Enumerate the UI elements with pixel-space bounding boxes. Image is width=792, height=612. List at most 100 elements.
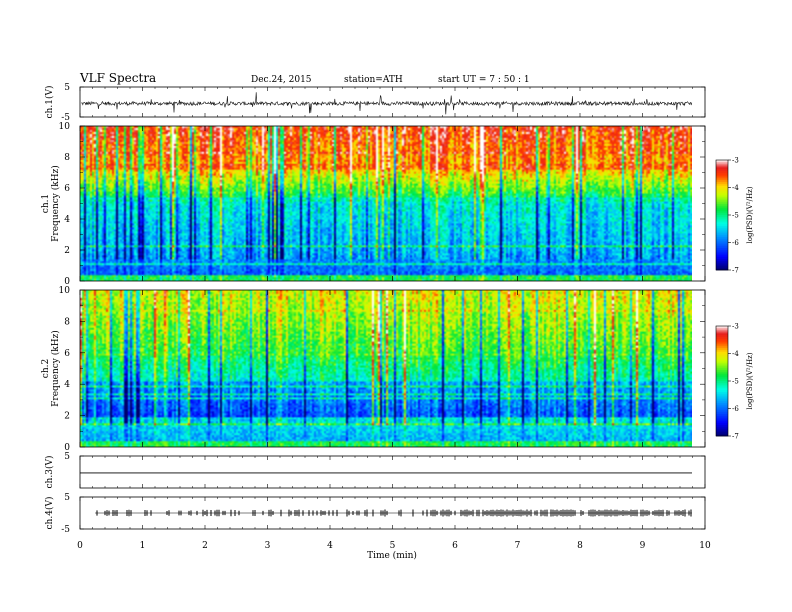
- ch2-spectrogram-colorbar-cell: [716, 382, 728, 386]
- ch1-spectrogram-ylabel-channel: ch.1: [41, 194, 51, 213]
- ch1-spectrogram-colorbar-cell: [716, 204, 728, 207]
- ch1-spectrogram-colorbar-cell: [716, 178, 728, 181]
- ch1-waveform-ytick-label: -5: [61, 113, 70, 123]
- x-tick-label: 1: [140, 541, 146, 551]
- ch1-spectrogram-colorbar-cell: [716, 209, 728, 212]
- x-tick-label: 0: [77, 541, 83, 551]
- ch1-spectrogram-ytick-label: 4: [64, 215, 70, 225]
- ch2-spectrogram-ytick-label: 6: [64, 349, 70, 359]
- ch2-spectrogram-panel: 0 2 4 6 8 10 ch.2 Frequency (kHz): [41, 286, 706, 453]
- ch1-spectrogram-colorbar-cell: [716, 224, 728, 227]
- x-tick-label: 8: [577, 541, 583, 551]
- ch1-spectrogram-colorbar-tick-label: -4: [732, 184, 739, 192]
- ch1-spectrogram-colorbar-cell: [716, 229, 728, 232]
- ch1-spectrogram-colorbar-tick-label: -7: [732, 267, 739, 275]
- ch1-spectrogram-colorbar-cell: [716, 160, 728, 163]
- ch2-spectrogram-colorbar-tick-label: -6: [732, 405, 739, 413]
- ch2-spectrogram-colorbar-cell: [716, 410, 728, 413]
- ch1-spectrogram-colorbar-cell: [716, 174, 728, 177]
- ch1-spectrogram-colorbar-cell: [716, 165, 728, 168]
- ch3-waveform-ytick-label: 5: [64, 452, 70, 462]
- ch1-spectrogram-colorbar-tick-label: -5: [732, 212, 739, 220]
- ch2-spectrogram-colorbar-cell: [716, 342, 728, 345]
- ch1-spectrogram-colorbar-cell: [716, 255, 728, 258]
- ch2-spectrogram-colorbar-cell: [716, 379, 728, 382]
- ch2-spectrogram-ytick-label: 4: [64, 380, 70, 390]
- figure-title: VLF Spectra: [79, 71, 156, 85]
- ch2-spectrogram-colorbar-cell: [716, 353, 728, 356]
- ch2-spectrogram-colorbar-cell: [716, 329, 728, 332]
- ch1-spectrogram-colorbar-cell: [716, 213, 728, 216]
- ch2-spectrogram-colorbar-cell: [716, 326, 728, 329]
- ch1-spectrogram-colorbar-cell: [716, 161, 728, 165]
- ch2-spectrogram-colorbar-cell: [716, 381, 728, 384]
- ch2-spectrogram-colorbar-cell: [716, 419, 728, 422]
- ch2-spectrogram-ylabel-frequency: Frequency (kHz): [50, 330, 61, 407]
- ch1-waveform-ylabel: ch.1(V): [44, 86, 55, 119]
- ch1-spectrogram-colorbar-cell: [716, 220, 728, 223]
- ch2-spectrogram-colorbar-cell: [716, 359, 728, 362]
- ch2-spectrogram-colorbar-cell: [716, 348, 728, 351]
- ch1-spectrogram-image: [80, 126, 692, 281]
- x-tick-label: 10: [699, 541, 711, 551]
- ch1-spectrogram-colorbar-cell: [716, 183, 728, 187]
- ch2-spectrogram-colorbar-cell: [716, 426, 728, 430]
- ch2-colorbar: -3 -4 -5 -6 -7 log(PSD)(V²/Hz): [715, 323, 754, 441]
- ch2-spectrogram-colorbar-cell: [716, 395, 728, 398]
- ch2-spectrogram-colorbar-cell: [716, 370, 728, 373]
- x-tick-label: 5: [390, 541, 396, 551]
- ch2-spectrogram-colorbar-cell: [716, 388, 728, 391]
- ch1-waveform-trace: [80, 92, 693, 115]
- ch1-spectrogram-colorbar-cell: [716, 238, 728, 242]
- ch1-spectrogram-colorbar-cell: [716, 182, 728, 185]
- ch2-spectrogram-colorbar-cell: [716, 417, 728, 420]
- ch2-spectrogram-colorbar-cell: [716, 360, 728, 364]
- x-tick-label: 6: [452, 541, 458, 551]
- ch2-spectrogram-colorbar-cell: [716, 351, 728, 354]
- ch1-spectrogram-colorbar-cell: [716, 193, 728, 196]
- ch2-spectrogram-colorbar-cell: [716, 393, 728, 397]
- ch1-spectrogram-colorbar-cell: [716, 200, 728, 203]
- ch2-spectrogram-colorbar-cell: [716, 327, 728, 331]
- x-tick-label: 4: [327, 541, 333, 551]
- ch1-spectrogram-colorbar-cell: [716, 180, 728, 183]
- ch2-spectrogram-colorbar-cell: [716, 357, 728, 360]
- ch1-spectrogram-colorbar-cell: [716, 249, 728, 253]
- ch1-spectrogram-colorbar-cell: [716, 264, 728, 267]
- ch2-spectrogram-colorbar-cell: [716, 425, 728, 428]
- ch2-spectrogram-colorbar-cell: [716, 430, 728, 433]
- ch2-spectrogram-colorbar-cell: [716, 338, 728, 342]
- ch1-spectrogram-colorbar-cell: [716, 222, 728, 225]
- ch2-spectrogram-colorbar-cell: [716, 415, 728, 419]
- ch1-spectrogram-colorbar-cell: [716, 191, 728, 194]
- ch1-spectrogram-colorbar-cell: [716, 257, 728, 260]
- ch2-spectrogram-colorbar-cell: [716, 377, 728, 380]
- ch1-spectrogram-ylabel-frequency: Frequency (kHz): [50, 165, 61, 242]
- ch1-spectrogram-colorbar-cell: [716, 259, 728, 262]
- ch2-spectrogram-colorbar-cell: [716, 412, 728, 415]
- ch2-spectrogram-colorbar-cell: [716, 366, 728, 369]
- ch1-waveform-panel: 5 -5 ch.1(V): [44, 83, 706, 123]
- ch3-waveform-panel: 5 ch.3(V): [44, 452, 706, 489]
- station-label: station=ATH: [344, 75, 403, 85]
- ch2-spectrogram-colorbar-tick-label: -4: [732, 350, 739, 358]
- ch1-spectrogram-colorbar-cell: [716, 244, 728, 247]
- ch1-spectrogram-colorbar-cell: [716, 246, 728, 249]
- ch1-spectrogram-colorbar-cell: [716, 248, 728, 251]
- ch1-spectrogram-colorbar-cell: [716, 262, 728, 265]
- x-tick-label: 2: [202, 541, 208, 551]
- ch2-spectrogram-colorbar-cell: [716, 408, 728, 411]
- ch1-spectrogram-ytick-label: 0: [64, 277, 70, 287]
- ch2-spectrogram-colorbar-cell: [716, 375, 728, 378]
- ch1-spectrogram-colorbar-cell: [716, 218, 728, 221]
- ch2-spectrogram-colorbar-cell: [716, 340, 728, 343]
- ch3-waveform-frame: [79, 455, 706, 489]
- ch4-waveform-ytick-label: 5: [64, 493, 70, 503]
- ch1-spectrogram-colorbar-cell: [716, 171, 728, 174]
- ch1-spectrogram-colorbar-cell: [716, 205, 728, 209]
- ch1-spectrogram-panel: 0 2 4 6 8 10 ch.1 Frequency (kHz): [41, 122, 706, 287]
- ch1-spectrogram-colorbar-cell: [716, 268, 728, 271]
- ch1-spectrogram-colorbar-cell: [716, 185, 728, 188]
- ch1-spectrogram-colorbar-cell: [716, 231, 728, 234]
